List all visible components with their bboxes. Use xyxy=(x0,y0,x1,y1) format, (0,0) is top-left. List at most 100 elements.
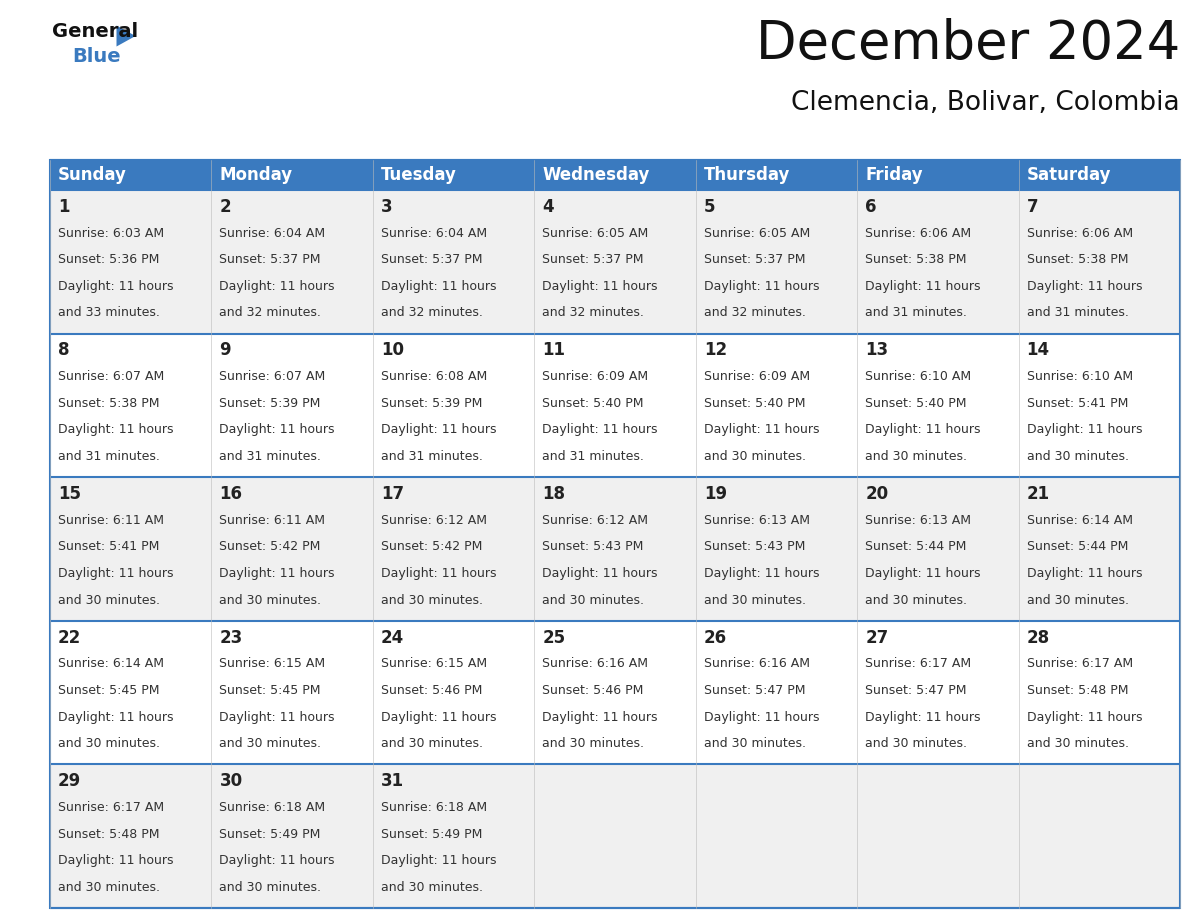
Bar xyxy=(1018,765,1180,908)
Text: 4: 4 xyxy=(543,198,554,216)
Bar xyxy=(858,160,1018,190)
Text: and 30 minutes.: and 30 minutes. xyxy=(1026,450,1129,463)
Text: Sunset: 5:44 PM: Sunset: 5:44 PM xyxy=(865,541,967,554)
Bar xyxy=(696,621,858,765)
Text: Sunrise: 6:06 AM: Sunrise: 6:06 AM xyxy=(1026,227,1133,240)
Bar xyxy=(858,765,1018,908)
Bar xyxy=(50,333,211,477)
Text: and 30 minutes.: and 30 minutes. xyxy=(865,737,967,750)
Text: Clemencia, Bolivar, Colombia: Clemencia, Bolivar, Colombia xyxy=(791,90,1180,116)
Text: 14: 14 xyxy=(1026,341,1050,360)
Text: Sunset: 5:45 PM: Sunset: 5:45 PM xyxy=(220,684,321,697)
Text: Sunrise: 6:07 AM: Sunrise: 6:07 AM xyxy=(220,370,326,383)
Text: 20: 20 xyxy=(865,485,889,503)
Text: and 30 minutes.: and 30 minutes. xyxy=(58,594,160,607)
Text: Sunrise: 6:12 AM: Sunrise: 6:12 AM xyxy=(381,514,487,527)
Text: Tuesday: Tuesday xyxy=(381,166,457,184)
Text: and 30 minutes.: and 30 minutes. xyxy=(543,594,644,607)
Text: 2: 2 xyxy=(220,198,232,216)
Text: Sunrise: 6:09 AM: Sunrise: 6:09 AM xyxy=(703,370,810,383)
Text: Sunrise: 6:18 AM: Sunrise: 6:18 AM xyxy=(220,801,326,814)
Text: Daylight: 11 hours: Daylight: 11 hours xyxy=(220,567,335,580)
Text: Sunday: Sunday xyxy=(58,166,127,184)
Text: Sunrise: 6:05 AM: Sunrise: 6:05 AM xyxy=(703,227,810,240)
Text: and 30 minutes.: and 30 minutes. xyxy=(703,737,805,750)
Text: 5: 5 xyxy=(703,198,715,216)
Text: Sunrise: 6:18 AM: Sunrise: 6:18 AM xyxy=(381,801,487,814)
Text: Sunset: 5:48 PM: Sunset: 5:48 PM xyxy=(58,828,159,841)
Text: General: General xyxy=(52,22,138,41)
Bar xyxy=(50,160,1180,908)
Text: and 30 minutes.: and 30 minutes. xyxy=(1026,737,1129,750)
Text: 21: 21 xyxy=(1026,485,1050,503)
Bar xyxy=(373,765,535,908)
Bar xyxy=(535,333,696,477)
Text: Sunset: 5:45 PM: Sunset: 5:45 PM xyxy=(58,684,159,697)
Text: Daylight: 11 hours: Daylight: 11 hours xyxy=(543,280,658,293)
Text: Sunset: 5:47 PM: Sunset: 5:47 PM xyxy=(703,684,805,697)
Bar xyxy=(50,765,211,908)
Text: Sunset: 5:38 PM: Sunset: 5:38 PM xyxy=(865,253,967,266)
Bar xyxy=(535,477,696,621)
Polygon shape xyxy=(116,26,135,47)
Bar xyxy=(1018,160,1180,190)
Bar xyxy=(211,333,373,477)
Bar xyxy=(696,477,858,621)
Text: and 30 minutes.: and 30 minutes. xyxy=(220,737,322,750)
Text: Friday: Friday xyxy=(865,166,923,184)
Text: Sunrise: 6:04 AM: Sunrise: 6:04 AM xyxy=(220,227,326,240)
Bar xyxy=(858,333,1018,477)
Text: Daylight: 11 hours: Daylight: 11 hours xyxy=(58,423,173,436)
Text: Sunset: 5:46 PM: Sunset: 5:46 PM xyxy=(543,684,644,697)
Text: 28: 28 xyxy=(1026,629,1050,646)
Text: and 31 minutes.: and 31 minutes. xyxy=(1026,307,1129,319)
Text: Daylight: 11 hours: Daylight: 11 hours xyxy=(220,711,335,723)
Text: Sunset: 5:37 PM: Sunset: 5:37 PM xyxy=(543,253,644,266)
Text: 25: 25 xyxy=(543,629,565,646)
Text: 18: 18 xyxy=(543,485,565,503)
Text: Sunset: 5:38 PM: Sunset: 5:38 PM xyxy=(58,397,159,409)
Bar xyxy=(373,333,535,477)
Bar xyxy=(211,621,373,765)
Text: and 30 minutes.: and 30 minutes. xyxy=(220,880,322,894)
Text: Daylight: 11 hours: Daylight: 11 hours xyxy=(703,567,820,580)
Text: 22: 22 xyxy=(58,629,81,646)
Text: Daylight: 11 hours: Daylight: 11 hours xyxy=(865,280,981,293)
Text: Sunset: 5:41 PM: Sunset: 5:41 PM xyxy=(1026,397,1129,409)
Bar xyxy=(858,477,1018,621)
Text: 15: 15 xyxy=(58,485,81,503)
Text: 31: 31 xyxy=(381,772,404,790)
Text: Sunrise: 6:11 AM: Sunrise: 6:11 AM xyxy=(58,514,164,527)
Text: Sunrise: 6:17 AM: Sunrise: 6:17 AM xyxy=(58,801,164,814)
Text: Sunrise: 6:13 AM: Sunrise: 6:13 AM xyxy=(703,514,810,527)
Text: and 31 minutes.: and 31 minutes. xyxy=(865,307,967,319)
Text: Sunset: 5:47 PM: Sunset: 5:47 PM xyxy=(865,684,967,697)
Text: Daylight: 11 hours: Daylight: 11 hours xyxy=(865,567,981,580)
Text: Sunrise: 6:04 AM: Sunrise: 6:04 AM xyxy=(381,227,487,240)
Bar xyxy=(858,621,1018,765)
Text: Sunset: 5:42 PM: Sunset: 5:42 PM xyxy=(220,541,321,554)
Text: 10: 10 xyxy=(381,341,404,360)
Text: Sunset: 5:41 PM: Sunset: 5:41 PM xyxy=(58,541,159,554)
Bar xyxy=(535,621,696,765)
Text: Daylight: 11 hours: Daylight: 11 hours xyxy=(58,854,173,868)
Text: and 30 minutes.: and 30 minutes. xyxy=(865,450,967,463)
Text: Monday: Monday xyxy=(220,166,292,184)
Bar xyxy=(535,765,696,908)
Bar xyxy=(373,477,535,621)
Text: Sunrise: 6:14 AM: Sunrise: 6:14 AM xyxy=(1026,514,1132,527)
Text: Sunset: 5:39 PM: Sunset: 5:39 PM xyxy=(381,397,482,409)
Text: and 33 minutes.: and 33 minutes. xyxy=(58,307,160,319)
Text: 3: 3 xyxy=(381,198,392,216)
Text: and 31 minutes.: and 31 minutes. xyxy=(58,450,160,463)
Text: and 30 minutes.: and 30 minutes. xyxy=(220,594,322,607)
Text: Daylight: 11 hours: Daylight: 11 hours xyxy=(703,423,820,436)
Text: Daylight: 11 hours: Daylight: 11 hours xyxy=(543,423,658,436)
Text: 23: 23 xyxy=(220,629,242,646)
Text: Sunrise: 6:10 AM: Sunrise: 6:10 AM xyxy=(865,370,972,383)
Text: Daylight: 11 hours: Daylight: 11 hours xyxy=(1026,711,1142,723)
Text: Sunset: 5:37 PM: Sunset: 5:37 PM xyxy=(220,253,321,266)
Text: Sunrise: 6:05 AM: Sunrise: 6:05 AM xyxy=(543,227,649,240)
Text: Sunrise: 6:15 AM: Sunrise: 6:15 AM xyxy=(381,657,487,670)
Text: Thursday: Thursday xyxy=(703,166,790,184)
